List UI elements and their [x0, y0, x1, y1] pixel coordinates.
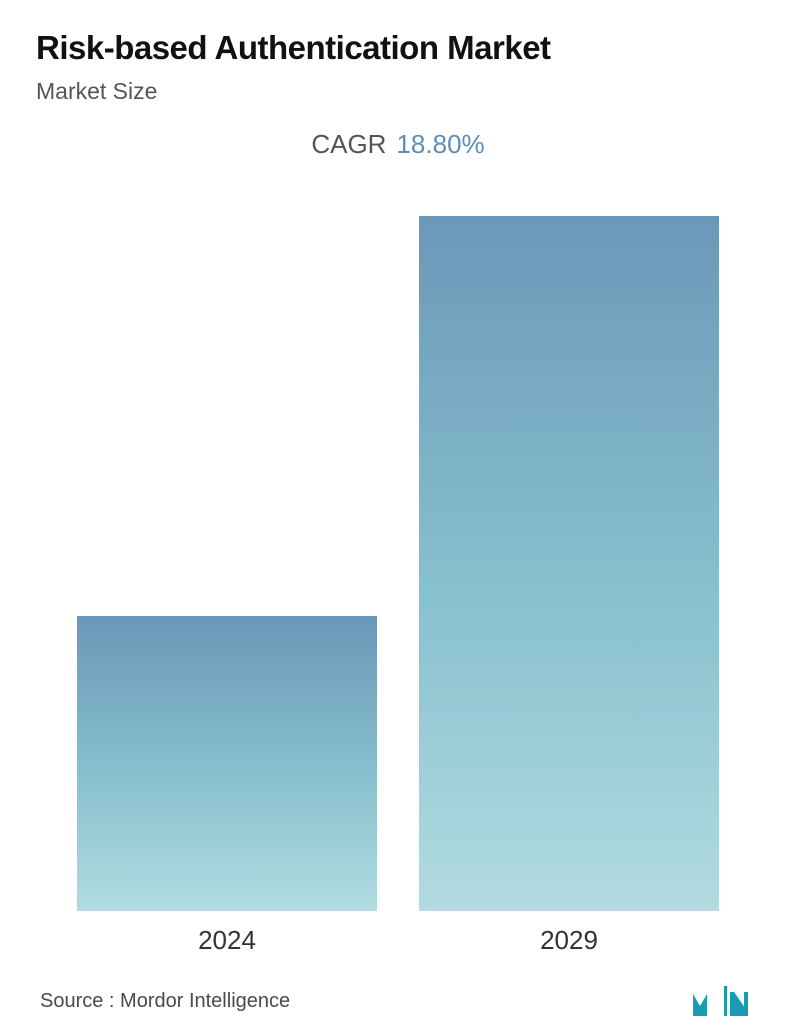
logo-n-icon — [730, 986, 756, 1016]
x-axis-labels: 2024 2029 — [36, 911, 760, 956]
bar-2024 — [77, 616, 378, 911]
logo-separator-icon — [724, 986, 727, 1016]
brand-logo-icon — [693, 986, 756, 1016]
chart-subtitle: Market Size — [36, 78, 760, 105]
chart-title: Risk-based Authentication Market — [36, 28, 760, 68]
bar-2029 — [419, 216, 720, 911]
x-label-0: 2024 — [77, 925, 378, 956]
bar-chart — [36, 180, 760, 911]
bars-row — [36, 180, 760, 911]
logo-m-icon — [693, 986, 721, 1016]
cagr-label: CAGR — [311, 129, 386, 159]
bar-slot-2024 — [77, 616, 378, 911]
x-label-1: 2029 — [419, 925, 720, 956]
bar-slot-2029 — [419, 216, 720, 911]
footer-row: Source : Mordor Intelligence — [36, 956, 760, 1034]
source-text: Source : Mordor Intelligence — [40, 990, 290, 1013]
chart-card: Risk-based Authentication Market Market … — [0, 0, 796, 1034]
cagr-row: CAGR 18.80% — [36, 129, 760, 160]
cagr-value: 18.80% — [396, 129, 484, 159]
